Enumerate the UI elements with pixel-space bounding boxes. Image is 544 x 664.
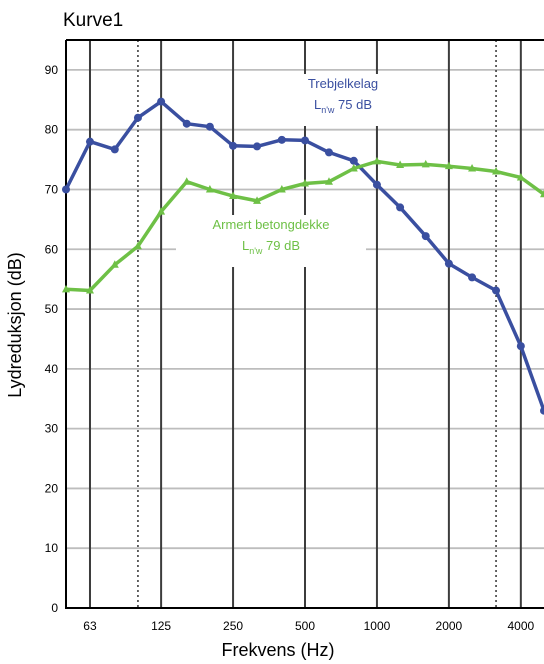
- annotation-rating: Ln'w 75 dB: [314, 97, 372, 115]
- data-point: [229, 191, 238, 200]
- y-tick-label: 60: [45, 242, 59, 256]
- x-tick-label: 500: [295, 619, 315, 633]
- y-axis-title: Lydreduksjon (dB): [5, 252, 25, 397]
- x-tick-label: 63: [83, 619, 97, 633]
- data-point: [396, 160, 405, 168]
- data-point: [62, 284, 70, 293]
- y-tick-label: 40: [45, 362, 59, 376]
- x-tick-labels: 63 125 250 500 1000 2000 4000: [83, 619, 534, 633]
- data-point: [468, 164, 477, 172]
- x-tick-label: 1000: [364, 619, 391, 633]
- data-point: [492, 167, 501, 175]
- x-tick-label: 250: [223, 619, 243, 633]
- y-tick-label: 20: [45, 481, 59, 495]
- data-point: [277, 184, 286, 193]
- data-point: [372, 156, 381, 165]
- y-tick-label: 50: [45, 302, 59, 316]
- y-tick-label: 10: [45, 541, 59, 555]
- x-tick-label: 2000: [436, 619, 463, 633]
- data-point: [301, 178, 309, 187]
- data-point: [349, 156, 358, 165]
- data-point: [301, 136, 309, 145]
- data-point: [253, 196, 262, 204]
- series-2: [62, 156, 544, 294]
- data-point: [133, 241, 142, 250]
- annotations: Trebjelkelag Ln'w 75 dB Armert betongdekke…: [176, 74, 438, 267]
- data-point: [516, 342, 525, 351]
- data-point: [421, 159, 430, 168]
- data-point: [85, 286, 94, 294]
- data-point: [85, 137, 94, 146]
- y-tick-label: 70: [45, 182, 59, 196]
- annotation-backdrop: [248, 74, 438, 126]
- data-point: [468, 273, 477, 282]
- data-point: [516, 173, 525, 181]
- data-point: [157, 207, 166, 215]
- data-point: [182, 119, 191, 128]
- annotation-backdrop: [176, 215, 366, 267]
- x-tick-label: 125: [151, 619, 171, 633]
- annotation-label: Armert betongdekke: [212, 217, 329, 232]
- data-point: [349, 164, 358, 172]
- data-point: [253, 142, 262, 151]
- data-point: [277, 135, 286, 144]
- data-point: [110, 145, 119, 154]
- chart-title: Kurve1: [63, 10, 123, 31]
- y-tick-label: 90: [45, 63, 59, 77]
- y-tick-labels: 0 10 20 30 40 50 60 70 80 90: [45, 63, 59, 615]
- data-point: [157, 97, 166, 106]
- data-point: [229, 141, 238, 150]
- data-point: [396, 203, 405, 212]
- data-point: [182, 177, 191, 185]
- series-1: [62, 97, 544, 415]
- data-point: [444, 161, 453, 170]
- data-point: [205, 122, 214, 131]
- data-point: [110, 260, 119, 268]
- y-tick-label: 80: [45, 123, 59, 137]
- data-point: [133, 113, 142, 122]
- data-point: [540, 406, 544, 415]
- plot-frame: [65, 39, 544, 609]
- data-point: [372, 180, 381, 189]
- x-axis-title: Frekvens (Hz): [221, 640, 334, 660]
- y-tick-label: 30: [45, 422, 59, 436]
- y-tick-label: 0: [51, 601, 58, 615]
- x-tick-label: 4000: [507, 619, 534, 633]
- data-point: [444, 259, 453, 268]
- data-point: [540, 189, 544, 198]
- series-layer: [62, 97, 544, 415]
- data-point: [205, 184, 214, 193]
- data-point: [324, 177, 333, 185]
- data-point: [421, 232, 430, 241]
- data-point: [492, 286, 501, 295]
- data-point: [324, 148, 333, 157]
- data-point: [62, 185, 70, 194]
- annotation-label: Trebjelkelag: [308, 76, 378, 91]
